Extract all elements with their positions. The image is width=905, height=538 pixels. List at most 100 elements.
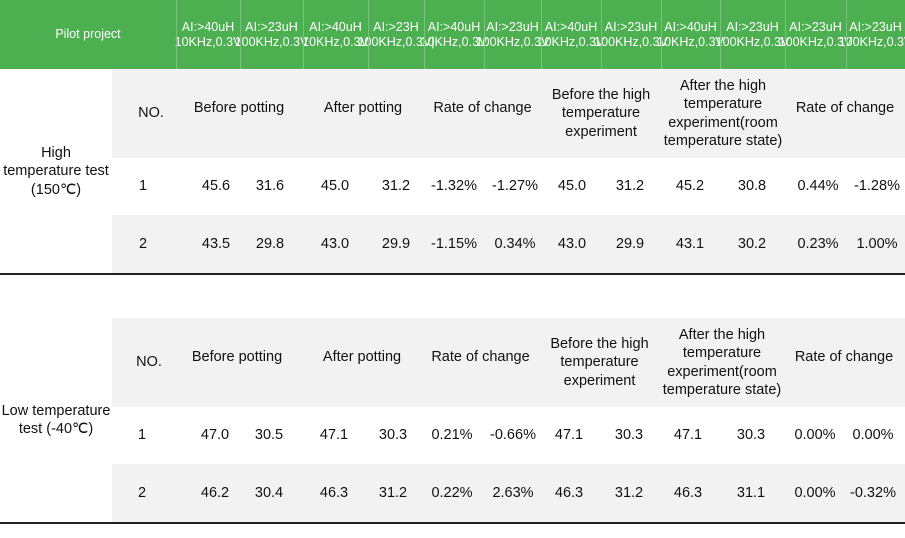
table-cell: 30.3 [378,427,408,444]
header-divider [661,0,662,69]
row-stripe-bg [112,464,905,522]
table-cell: 47.1 [554,427,584,444]
before-experiment-header: Before the high temperature experiment [550,335,649,389]
table-cell: 43.1 [675,235,705,252]
after-potting-header: After potting [322,349,402,366]
table-cell: 29.9 [381,235,411,252]
table-cell: 0.00% [794,484,836,501]
header-col-10: AI:>23uH 100KHz,0.3V [715,19,790,49]
table-cell: -0.66% [490,427,536,444]
table-cell: 30.3 [736,427,766,444]
table-cell: 47.1 [319,427,349,444]
table-cell: -1.15% [431,235,477,252]
row-number: 1 [137,427,147,444]
header-divider [176,0,177,69]
table-cell: 0.00% [852,427,894,444]
table-cell: 1.00% [856,235,898,252]
table-cell: -1.32% [431,178,477,195]
row-number: 2 [137,484,147,501]
rate-of-change-header: Rate of change [795,100,895,117]
header-col-7: AI:>40uH 10KHz,0.3V [537,19,605,49]
table-cell: 0.00% [794,427,836,444]
section-label-low-temp: Low temperature test (-40℃) [1,402,111,438]
table-cell: 0.34% [494,235,536,252]
before-potting-header: Before potting [193,100,285,117]
header-col-4: AI:>23H 100KHz,0.3V| [357,19,435,49]
header-col-5: AI:>40uH 10KHz,0.3V [420,19,488,49]
header-col-9: AI:>40uH 10KHz,0.3V [657,19,724,49]
row-stripe-bg [112,215,905,273]
table-cell: 30.5 [254,427,284,444]
section-subheader-bg [112,318,905,407]
table-cell: -0.32% [850,484,896,501]
before-potting-header: Before potting [191,349,283,366]
table-cell: 31.2 [378,484,408,501]
before-experiment-header: Before the high temperature experiment [551,86,651,140]
pilot-project-label: Pilot project [55,27,121,41]
after-potting-header: After potting [323,100,403,117]
header-divider [303,0,304,69]
table-cell: 47.0 [200,427,230,444]
table-cell: 2.63% [492,484,534,501]
header-divider [484,0,485,69]
table-cell: 46.2 [200,484,230,501]
after-experiment-header: After the high temperature experiment(ro… [663,77,783,150]
table-cell: 31.2 [615,178,645,195]
rate-of-change-header: Rate of change [431,349,530,366]
header-divider [846,0,847,69]
header-col-2: AI:>23uH 100KHz,0.3V [234,19,309,49]
no-header: NO. [136,354,162,371]
header-col-1: AI:>40uH 10KHz,0.3V [174,19,242,49]
table-cell: 0.22% [431,484,473,501]
table-cell: 31.2 [381,178,411,195]
table-header [0,0,905,69]
table-cell: 45.0 [320,178,350,195]
table-cell: 30.8 [737,178,767,195]
rate-of-change-header: Rate of change [433,100,532,117]
table-cell: 0.21% [431,427,473,444]
table-cell: 31.1 [736,484,766,501]
header-divider [368,0,369,69]
after-experiment-header: After the high temperature experiment(ro… [662,326,782,399]
table-cell: 29.9 [615,235,645,252]
row-number: 1 [138,178,148,195]
table-cell: 45.6 [201,178,231,195]
table-cell: -1.27% [492,178,538,195]
table-cell: 43.5 [201,235,231,252]
section-subheader-bg [112,69,905,158]
header-col-8: AI:>23uH 100KHz,0.3V [594,19,668,49]
table-cell: 46.3 [319,484,349,501]
table-cell: 30.2 [737,235,767,252]
rate-of-change-header: Rate of change [794,349,894,366]
section-label-high-temp: High temperature test (150℃) [3,144,109,198]
row-number: 2 [138,235,148,252]
header-col-3: AI:>40uH 10KHz,0.3V [302,19,369,49]
header-divider [240,0,241,69]
table-cell: 0.44% [797,178,839,195]
table-cell: 46.3 [673,484,703,501]
table-cell: 43.0 [320,235,350,252]
table-cell: 45.0 [557,178,587,195]
header-divider [785,0,786,69]
header-divider [601,0,602,69]
table-cell: 47.1 [673,427,703,444]
table-cell: 31.6 [255,178,285,195]
table-cell: 30.4 [254,484,284,501]
table-cell: 31.2 [614,484,644,501]
header-divider [720,0,721,69]
table-cell: 45.2 [675,178,705,195]
table-cell: 0.23% [797,235,839,252]
header-col-12: AI:>23uH 100KHz,0.3V [838,19,905,49]
table-cell: 29.8 [255,235,285,252]
table-cell: -1.28% [854,178,900,195]
header-divider [424,0,425,69]
header-col-6: AI:>23uH 100KHz,0.3V [475,19,550,49]
header-col-11: AI:>23uH 100KHz,0.3V [778,19,853,49]
section-divider [0,273,905,275]
no-header: NO. [138,105,164,122]
section-divider [0,522,905,524]
table-cell: 46.3 [554,484,584,501]
header-divider [541,0,542,69]
table-cell: 30.3 [614,427,644,444]
table-cell: 43.0 [557,235,587,252]
